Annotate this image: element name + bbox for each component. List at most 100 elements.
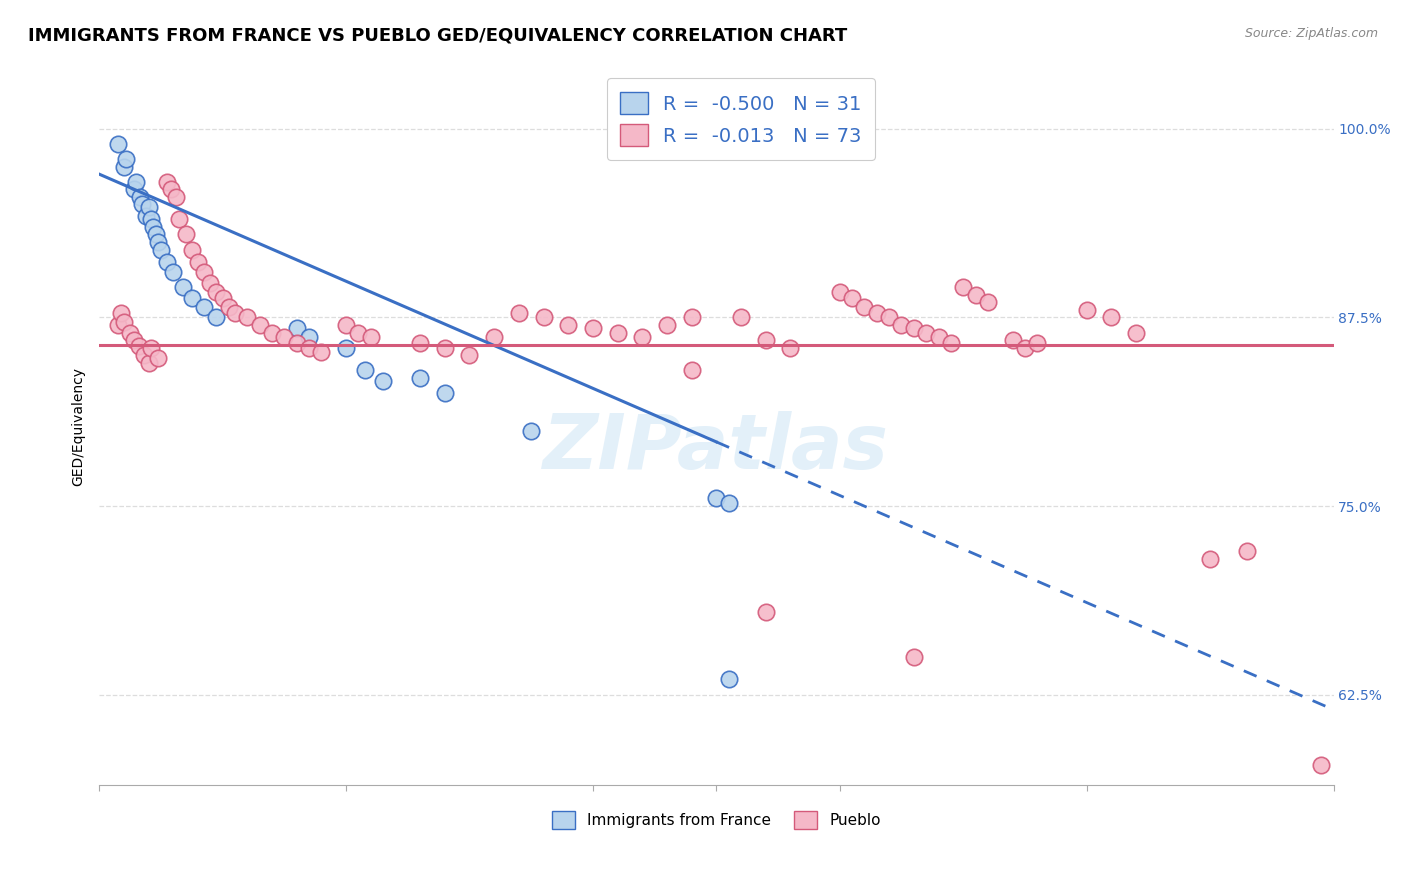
Point	[260, 326, 283, 340]
Point	[903, 321, 925, 335]
Point	[128, 190, 150, 204]
Legend: Immigrants from France, Pueblo: Immigrants from France, Pueblo	[546, 805, 887, 835]
Point	[180, 243, 202, 257]
Point	[409, 371, 432, 385]
Point	[174, 227, 197, 242]
Point	[965, 287, 987, 301]
Point	[139, 212, 162, 227]
Point	[298, 330, 321, 344]
Point	[273, 330, 295, 344]
Y-axis label: GED/Equivalency: GED/Equivalency	[72, 368, 86, 486]
Point	[224, 306, 246, 320]
Point	[533, 310, 555, 325]
Point	[717, 496, 740, 510]
Point	[890, 318, 912, 332]
Point	[977, 295, 1000, 310]
Point	[118, 326, 141, 340]
Point	[779, 341, 801, 355]
Point	[1026, 336, 1049, 351]
Point	[298, 341, 321, 355]
Point	[755, 333, 778, 347]
Point	[877, 310, 900, 325]
Point	[1236, 544, 1258, 558]
Point	[156, 175, 179, 189]
Point	[717, 673, 740, 687]
Point	[180, 291, 202, 305]
Point	[335, 318, 357, 332]
Point	[125, 175, 148, 189]
Point	[193, 265, 215, 279]
Point	[557, 318, 579, 332]
Point	[285, 321, 308, 335]
Point	[433, 385, 456, 400]
Point	[433, 341, 456, 355]
Point	[1125, 326, 1147, 340]
Point	[107, 136, 129, 151]
Point	[606, 326, 628, 340]
Point	[704, 491, 727, 506]
Point	[631, 330, 654, 344]
Point	[172, 280, 194, 294]
Point	[828, 285, 851, 299]
Point	[205, 310, 228, 325]
Point	[122, 182, 145, 196]
Point	[755, 605, 778, 619]
Point	[218, 300, 240, 314]
Point	[508, 306, 530, 320]
Point	[115, 152, 138, 166]
Point	[903, 649, 925, 664]
Point	[1076, 302, 1098, 317]
Point	[311, 345, 333, 359]
Point	[128, 339, 150, 353]
Point	[107, 318, 129, 332]
Point	[110, 306, 132, 320]
Point	[187, 254, 209, 268]
Point	[841, 291, 863, 305]
Point	[236, 310, 259, 325]
Point	[169, 212, 191, 227]
Point	[193, 300, 215, 314]
Point	[1099, 310, 1122, 325]
Point	[353, 363, 375, 377]
Point	[112, 315, 135, 329]
Point	[200, 276, 222, 290]
Point	[347, 326, 370, 340]
Point	[928, 330, 950, 344]
Point	[145, 227, 167, 242]
Point	[138, 356, 160, 370]
Point	[1199, 551, 1222, 566]
Point	[681, 363, 703, 377]
Point	[458, 348, 481, 362]
Point	[655, 318, 678, 332]
Point	[520, 424, 543, 438]
Text: IMMIGRANTS FROM FRANCE VS PUEBLO GED/EQUIVALENCY CORRELATION CHART: IMMIGRANTS FROM FRANCE VS PUEBLO GED/EQU…	[28, 27, 848, 45]
Point	[285, 336, 308, 351]
Point	[135, 210, 157, 224]
Point	[853, 300, 876, 314]
Point	[1310, 758, 1333, 772]
Point	[162, 265, 184, 279]
Point	[156, 254, 179, 268]
Point	[371, 374, 394, 388]
Point	[159, 182, 181, 196]
Text: ZIPatlas: ZIPatlas	[543, 411, 890, 485]
Point	[1014, 341, 1036, 355]
Point	[582, 321, 605, 335]
Point	[681, 310, 703, 325]
Point	[360, 330, 382, 344]
Point	[112, 160, 135, 174]
Point	[730, 310, 752, 325]
Point	[915, 326, 938, 340]
Point	[335, 341, 357, 355]
Point	[939, 336, 962, 351]
Point	[205, 285, 228, 299]
Text: Source: ZipAtlas.com: Source: ZipAtlas.com	[1244, 27, 1378, 40]
Point	[131, 197, 153, 211]
Point	[138, 200, 160, 214]
Point	[211, 291, 233, 305]
Point	[149, 243, 172, 257]
Point	[148, 235, 170, 249]
Point	[139, 341, 162, 355]
Point	[952, 280, 974, 294]
Point	[148, 351, 170, 366]
